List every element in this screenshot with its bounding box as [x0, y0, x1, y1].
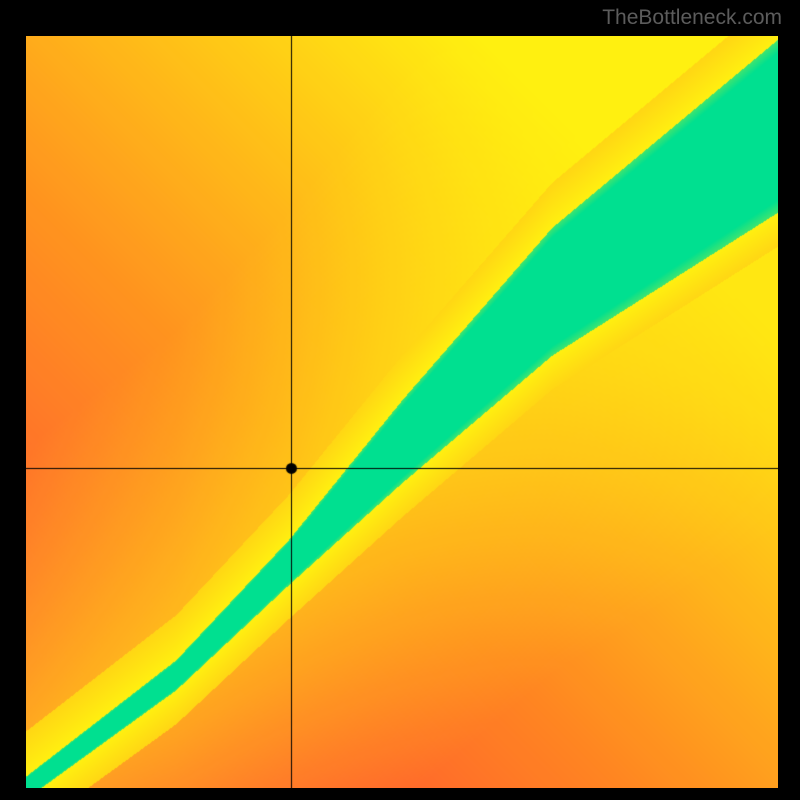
watermark-text: TheBottleneck.com: [602, 6, 782, 30]
plot-area: [26, 36, 778, 788]
heatmap-canvas: [26, 36, 778, 788]
